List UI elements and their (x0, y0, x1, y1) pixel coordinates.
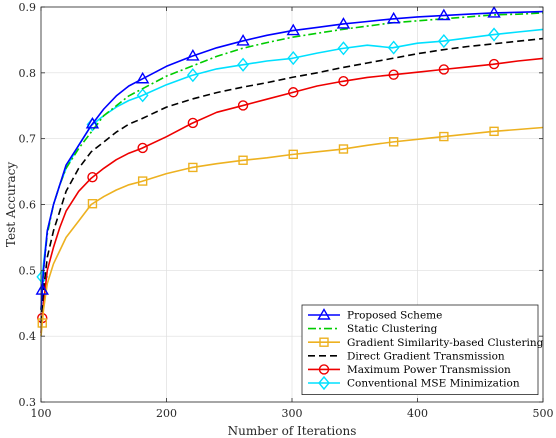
series-marker (487, 5, 501, 18)
legend-box (301, 304, 539, 395)
series-marker (437, 33, 450, 49)
series-marker (388, 137, 399, 147)
legend-label: Proposed Scheme (347, 310, 442, 322)
series-direct-gradient-transmission (40, 37, 544, 324)
legend-item-direct-gradient-transmission: Direct Gradient Transmission (308, 350, 505, 362)
series-marker (489, 126, 499, 137)
legend-item-gradient-similarity-based-clustering: Gradient Similarity-based Clustering (308, 337, 544, 349)
series-marker (137, 176, 148, 186)
series-marker (338, 75, 349, 87)
series-marker (35, 283, 49, 295)
y-axis-label: Test Accuracy (4, 162, 18, 247)
legend-label: Static Clustering (347, 323, 438, 335)
series-marker (237, 100, 249, 111)
series-marker (438, 64, 450, 75)
legend-item-conventional-mse-minimization: Conventional MSE Minimization (308, 375, 520, 391)
series-marker (439, 131, 449, 142)
series-marker (488, 27, 500, 42)
series-marker (288, 149, 298, 160)
x-tick-label: 400 (407, 407, 428, 420)
x-tick-label: 300 (282, 407, 303, 420)
series-marker (187, 117, 199, 129)
legend-marker (319, 337, 329, 347)
series-marker (87, 199, 98, 209)
y-tick-label: 0.9 (19, 1, 37, 14)
legend-marker (317, 308, 331, 320)
series-marker (336, 17, 351, 29)
series-proposed-scheme (35, 5, 544, 310)
series-marker (388, 69, 399, 80)
legend-marker (318, 364, 330, 375)
y-tick-label: 0.7 (19, 133, 37, 146)
series-marker (236, 34, 250, 46)
series-marker (286, 23, 300, 36)
series-layer (35, 5, 544, 337)
series-marker (135, 71, 150, 84)
series-marker (337, 41, 350, 56)
series-gradient-similarity-based-clustering (37, 126, 544, 337)
legend-label: Direct Gradient Transmission (347, 350, 505, 362)
legend-label: Maximum Power Transmission (347, 364, 511, 376)
series-marker (288, 87, 299, 98)
legend-label: Conventional MSE Minimization (347, 378, 520, 390)
series-marker (338, 144, 349, 154)
series-marker (387, 40, 400, 55)
legend-item-proposed-scheme: Proposed Scheme (308, 308, 442, 322)
legend-item-static-clustering: Static Clustering (308, 323, 438, 335)
x-axis-label: Number of Iterations (228, 424, 357, 438)
x-tick-label: 200 (156, 407, 177, 420)
series-marker (386, 11, 401, 24)
legend-marker (318, 375, 330, 391)
axis-ticks: 100 200 300 400 500 0.3 0.4 0.5 0.6 0.7 0.8 0.9 (19, 1, 554, 420)
series-marker (437, 8, 451, 21)
legend-label: Gradient Similarity-based Clustering (347, 337, 544, 349)
series-marker (87, 171, 98, 183)
series-marker (237, 57, 249, 72)
grid-lines (40, 6, 544, 403)
series-marker (86, 117, 99, 132)
series-marker (287, 50, 300, 66)
legend-item-maximum-power-transmission: Maximum Power Transmission (308, 364, 511, 376)
x-tick-label: 500 (533, 407, 554, 420)
series-marker (136, 88, 149, 103)
y-tick-label: 0.4 (19, 330, 37, 343)
series-marker (186, 68, 199, 83)
y-tick-label: 0.6 (19, 199, 37, 212)
series-marker (488, 58, 500, 70)
series-marker (188, 162, 198, 173)
y-tick-label: 0.8 (19, 67, 37, 80)
series-line (40, 57, 544, 333)
series-line (40, 126, 544, 337)
series-marker (85, 116, 100, 129)
series-line (40, 37, 544, 324)
x-tick-label: 100 (31, 407, 52, 420)
series-line (40, 10, 544, 310)
y-tick-label: 0.5 (19, 264, 37, 277)
series-marker (137, 142, 148, 154)
series-maximum-power-transmission (37, 57, 544, 333)
series-marker (37, 318, 47, 328)
series-marker (186, 49, 200, 61)
series-marker (238, 155, 248, 165)
y-tick-label: 0.3 (19, 396, 37, 409)
